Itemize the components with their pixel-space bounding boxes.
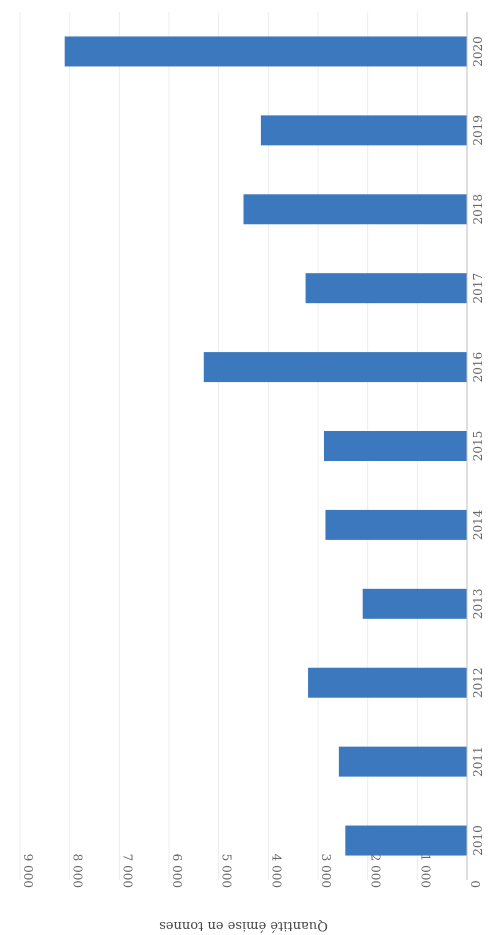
bars bbox=[64, 36, 467, 856]
category-tick-labels: 2010 2011 2012 2013 2014 2015 2016 2017 2018 2019… bbox=[471, 36, 485, 856]
value-tick-label: 5 000 bbox=[220, 854, 234, 888]
category-tick-label: 2020 bbox=[471, 36, 485, 67]
value-tick-labels: 0 1 000 2 000 3 000 4 000 5 000 6 000 7 000 8 00… bbox=[21, 854, 482, 888]
category-tick-label: 2013 bbox=[471, 589, 485, 620]
bar-2017 bbox=[305, 273, 467, 304]
value-tick-label: 1 000 bbox=[418, 854, 432, 888]
bar-2015 bbox=[323, 431, 467, 461]
value-axis-title: Quantité émise en tonnes bbox=[159, 918, 328, 933]
value-tick-label: 4 000 bbox=[269, 854, 283, 888]
value-tick-label: 3 000 bbox=[319, 854, 333, 888]
bar-2010 bbox=[345, 825, 467, 856]
category-tick-label: 2019 bbox=[471, 115, 485, 146]
category-tick-label: 2011 bbox=[471, 746, 485, 777]
value-tick-label: 9 000 bbox=[21, 854, 35, 888]
value-tick-label: 6 000 bbox=[170, 854, 184, 888]
bar-2012 bbox=[308, 667, 467, 698]
bar-2014 bbox=[325, 509, 467, 540]
value-tick-label: 2 000 bbox=[369, 854, 383, 888]
value-tick-label: 8 000 bbox=[71, 854, 85, 888]
value-tick-label: 0 bbox=[468, 880, 482, 888]
bar-2013 bbox=[362, 588, 467, 619]
bar-2019 bbox=[260, 115, 467, 146]
bar-2020 bbox=[64, 36, 467, 67]
category-tick-label: 2015 bbox=[471, 431, 485, 462]
category-tick-label: 2012 bbox=[471, 667, 485, 698]
bar-2011 bbox=[338, 746, 467, 777]
bar-2016 bbox=[203, 352, 467, 383]
category-tick-label: 2018 bbox=[471, 194, 485, 225]
category-tick-label: 2016 bbox=[471, 352, 485, 383]
bar-2018 bbox=[243, 194, 467, 225]
category-tick-label: 2010 bbox=[471, 825, 485, 856]
gridlines bbox=[19, 12, 468, 880]
category-tick-label: 2017 bbox=[471, 273, 485, 304]
value-tick-label: 7 000 bbox=[120, 854, 134, 888]
category-tick-label: 2014 bbox=[471, 509, 485, 540]
